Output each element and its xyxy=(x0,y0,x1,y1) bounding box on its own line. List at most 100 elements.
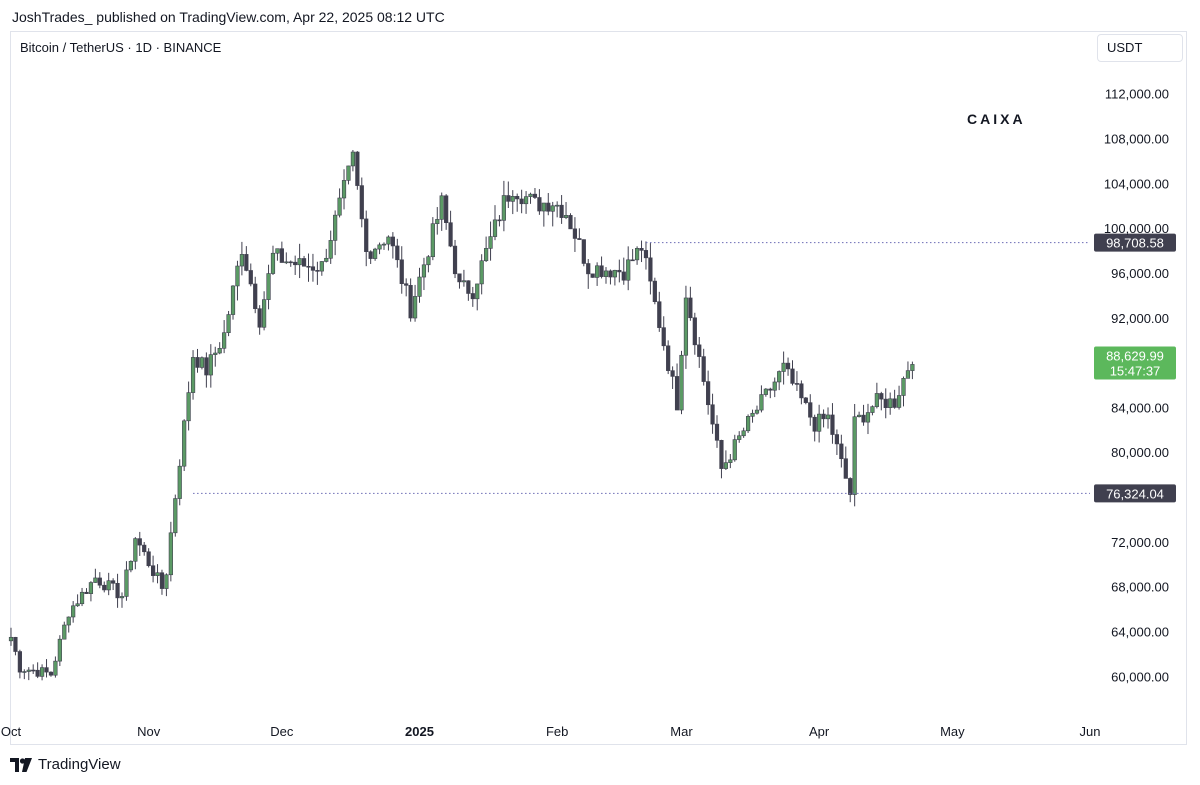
candle xyxy=(319,261,324,276)
candle-body xyxy=(683,297,689,356)
symbol-title[interactable]: Bitcoin / TetherUS · 1D · BINANCE xyxy=(20,40,222,55)
candle xyxy=(466,280,471,301)
candle xyxy=(910,361,915,380)
candle-body xyxy=(577,238,582,240)
candle-body xyxy=(657,301,662,328)
level-price-badge xyxy=(1094,233,1176,252)
tradingview-logo-icon xyxy=(10,757,32,772)
candle xyxy=(719,439,724,479)
candle-body xyxy=(634,248,640,261)
candle-body xyxy=(452,245,458,275)
candle-body xyxy=(350,151,356,167)
candle xyxy=(75,594,80,607)
candle xyxy=(479,254,484,295)
time-axis: Oct Nov Dec 2025 Feb Mar Apr May Jun xyxy=(1,724,1101,739)
candle xyxy=(550,201,555,227)
candle xyxy=(714,415,720,448)
candle xyxy=(785,357,791,376)
candle xyxy=(426,255,431,273)
candle xyxy=(777,370,782,391)
candle xyxy=(182,419,187,472)
candle-body xyxy=(266,273,271,300)
candle xyxy=(568,213,573,230)
x-tick-label: May xyxy=(940,724,965,739)
candle xyxy=(803,397,808,405)
candle xyxy=(257,305,262,335)
candle-body xyxy=(106,580,111,591)
candles-group xyxy=(8,149,915,681)
candle-body xyxy=(355,151,360,186)
candle xyxy=(861,404,866,426)
candle-body xyxy=(364,218,369,252)
candle xyxy=(523,191,529,214)
candle xyxy=(634,246,640,265)
y-tick-label: 60,000.00 xyxy=(1111,669,1169,684)
candle xyxy=(688,286,693,321)
candle xyxy=(612,269,617,286)
candle-body xyxy=(710,404,715,425)
candle-body xyxy=(470,293,475,300)
candle-body xyxy=(626,259,631,281)
candle xyxy=(697,336,702,368)
candle-body xyxy=(741,430,746,437)
candle xyxy=(288,260,293,267)
candle xyxy=(115,573,120,608)
candle xyxy=(337,188,342,218)
candle xyxy=(62,621,67,640)
candle xyxy=(324,248,329,263)
candle-body xyxy=(830,414,835,435)
candle-body xyxy=(230,285,236,315)
candle-body xyxy=(572,228,578,239)
candle-body xyxy=(479,260,484,285)
candle-body xyxy=(475,283,480,300)
candle xyxy=(239,241,244,276)
candle xyxy=(763,388,768,397)
candle-body xyxy=(341,180,347,199)
candle-body xyxy=(754,409,760,414)
candle xyxy=(102,581,107,593)
candle xyxy=(124,561,129,601)
candle xyxy=(661,316,666,351)
candle xyxy=(155,564,160,584)
currency-button[interactable]: USDT xyxy=(1097,34,1183,62)
candle xyxy=(266,264,271,310)
candle xyxy=(119,592,125,608)
candle-body xyxy=(31,669,36,672)
candle-body xyxy=(808,402,813,418)
candle xyxy=(186,381,191,431)
candle-body xyxy=(66,616,71,626)
candle xyxy=(670,366,675,389)
candle-body xyxy=(865,412,871,423)
candle-body xyxy=(381,243,387,246)
candle-body xyxy=(315,270,320,272)
candle xyxy=(652,277,657,305)
candle-body xyxy=(199,357,205,368)
candle-body xyxy=(799,383,804,399)
candle xyxy=(843,446,848,479)
x-tick-label: Apr xyxy=(809,724,830,739)
candle xyxy=(519,189,524,214)
candle xyxy=(355,151,360,190)
candle xyxy=(692,312,697,355)
candle xyxy=(857,411,862,418)
y-tick-label: 84,000.00 xyxy=(1111,400,1169,415)
candle-body xyxy=(62,624,67,640)
candle-body xyxy=(843,458,848,479)
candle-body xyxy=(777,371,782,383)
candle-body xyxy=(39,667,45,677)
candle-body xyxy=(239,254,244,267)
candle-body xyxy=(346,165,351,181)
candle-body xyxy=(617,269,622,273)
candle-body xyxy=(732,439,737,461)
candle-body xyxy=(714,423,720,441)
candle xyxy=(546,193,551,216)
candle-body xyxy=(879,393,884,400)
candle-body xyxy=(275,248,280,254)
tradingview-logo[interactable]: TradingView xyxy=(10,756,121,773)
candle-body xyxy=(84,591,89,594)
candle-body xyxy=(852,416,857,495)
candle xyxy=(133,537,138,570)
candle-body xyxy=(71,605,76,618)
candle-body xyxy=(648,257,653,282)
